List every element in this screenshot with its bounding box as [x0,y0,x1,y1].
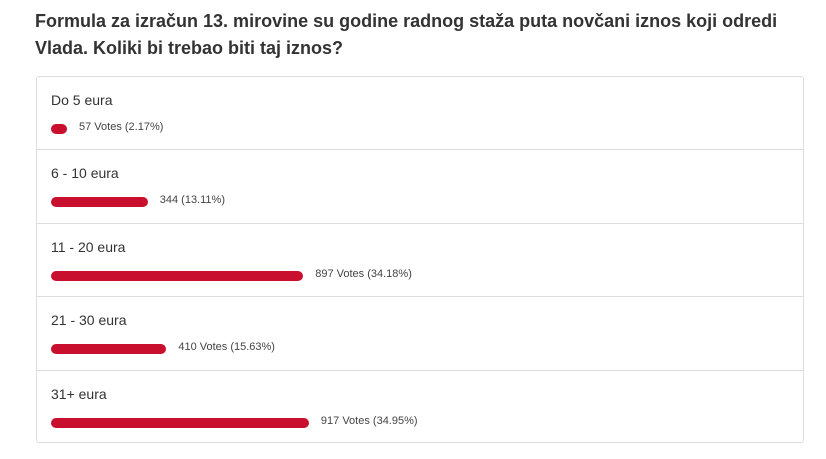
result-bar [51,270,304,281]
vote-count: 897 Votes (34.18%) [315,267,412,280]
poll-option[interactable]: 21 - 30 eura 410 Votes (15.63%) [37,297,803,371]
poll-box: Do 5 eura 57 Votes (2.17%) 6 - 10 eura 344 … [36,76,804,443]
option-label: 21 - 30 eura [51,312,127,329]
poll-option[interactable]: 6 - 10 eura 344 (13.11%) [37,150,803,224]
vote-count: 344 (13.11%) [159,194,225,207]
result-bar [51,197,148,208]
option-label: 31+ eura [51,385,107,402]
option-label: 11 - 20 eura [51,238,126,255]
option-label: Do 5 eura [51,92,113,108]
poll-option[interactable]: 31+ eura 917 Votes (34.95%) [37,371,803,444]
vote-count: 57 Votes (2.17%) [79,121,164,133]
result-bar [51,344,167,355]
poll-option[interactable]: 11 - 20 eura 897 Votes (34.18%) [37,224,803,298]
vote-count: 410 Votes (15.63%) [178,341,275,354]
poll-question: Formula za izračun 13. mirovine su godin… [35,11,778,58]
result-bar [51,124,67,134]
option-label: 6 - 10 eura [51,165,119,182]
poll-option[interactable]: Do 5 eura 57 Votes (2.17%) [37,77,803,151]
vote-count: 917 Votes (34.95%) [320,414,418,427]
result-bar [51,417,309,428]
